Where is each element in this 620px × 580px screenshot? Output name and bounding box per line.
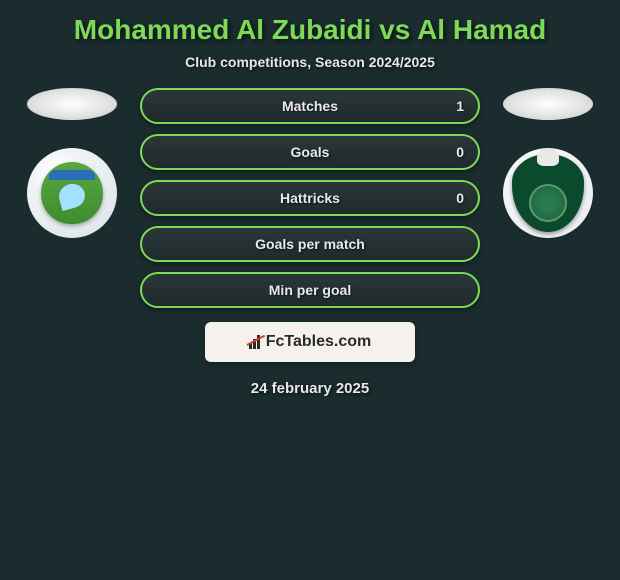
brand-text: FcTables.com bbox=[266, 333, 372, 351]
left-team-badge bbox=[27, 148, 117, 238]
stat-label: Matches bbox=[282, 98, 338, 114]
left-player-avatar bbox=[27, 88, 117, 120]
stat-value: 1 bbox=[456, 98, 464, 114]
stat-label: Goals per match bbox=[255, 236, 365, 252]
stat-row-goals-per-match: Goals per match bbox=[140, 226, 480, 262]
page-subtitle: Club competitions, Season 2024/2025 bbox=[0, 54, 620, 88]
stat-row-goals: Goals 0 bbox=[140, 134, 480, 170]
right-team-badge bbox=[503, 148, 593, 238]
al-ahli-shield-icon bbox=[512, 154, 584, 232]
date-text: 24 february 2025 bbox=[0, 380, 620, 397]
left-team-column bbox=[22, 88, 122, 238]
comparison-area: Matches 1 Goals 0 Hattricks 0 Goals per … bbox=[0, 88, 620, 308]
stat-label: Hattricks bbox=[280, 190, 340, 206]
stat-label: Goals bbox=[291, 144, 330, 160]
brand-watermark[interactable]: FcTables.com bbox=[205, 322, 415, 362]
right-team-column bbox=[498, 88, 598, 238]
stat-row-matches: Matches 1 bbox=[140, 88, 480, 124]
page-title: Mohammed Al Zubaidi vs Al Hamad bbox=[0, 0, 620, 54]
chart-icon bbox=[249, 335, 260, 349]
stat-label: Min per goal bbox=[269, 282, 351, 298]
alfateh-shield-icon bbox=[41, 162, 103, 224]
stats-column: Matches 1 Goals 0 Hattricks 0 Goals per … bbox=[140, 88, 480, 308]
stat-row-min-per-goal: Min per goal bbox=[140, 272, 480, 308]
stat-value: 0 bbox=[456, 190, 464, 206]
stat-value: 0 bbox=[456, 144, 464, 160]
stat-row-hattricks: Hattricks 0 bbox=[140, 180, 480, 216]
right-player-avatar bbox=[503, 88, 593, 120]
